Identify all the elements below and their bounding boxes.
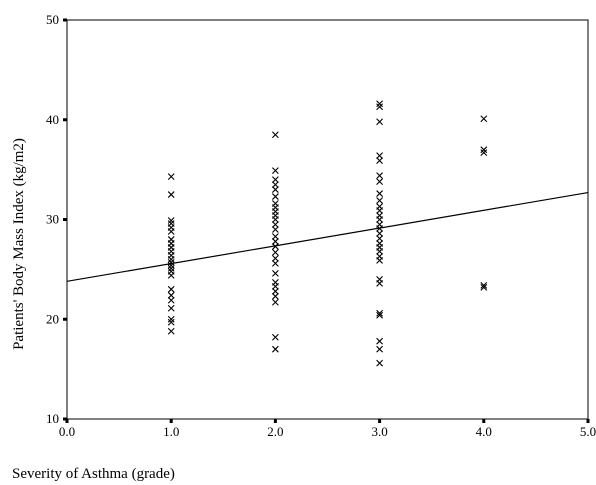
data-point: [272, 131, 279, 139]
regression-line: [66, 191, 589, 282]
data-point: [272, 221, 279, 228]
data-point: [376, 172, 383, 179]
data-point: [376, 235, 383, 242]
data-point: [167, 296, 175, 304]
data-point: [272, 193, 279, 200]
data-point: [272, 255, 279, 262]
x-tick-label: 0.0: [59, 424, 75, 439]
data-point: [376, 178, 383, 185]
data-point: [376, 100, 383, 108]
data-point: [376, 311, 383, 319]
data-point: [167, 304, 175, 312]
data-point: [167, 315, 175, 323]
data-point: [272, 226, 279, 233]
data-point: [272, 260, 279, 267]
data-point: [376, 190, 383, 197]
data-point: [376, 118, 383, 126]
data-point: [272, 287, 279, 295]
data-point: [376, 207, 383, 214]
y-tick-label: 10: [46, 411, 59, 426]
data-point: [376, 359, 383, 367]
y-axis-ticks: 10 20 30 40 50: [46, 12, 67, 426]
data-point: [272, 249, 279, 256]
data-point: [376, 197, 383, 204]
data-point: [272, 216, 279, 223]
data-point: [376, 279, 383, 287]
data-point: [480, 149, 488, 157]
data-point: [272, 333, 279, 341]
y-tick-label: 40: [46, 112, 59, 127]
data-point: [272, 292, 279, 300]
data-point: [167, 318, 175, 326]
data-point: [376, 337, 383, 345]
x-axis-title: Severity of Asthma (grade): [12, 466, 175, 482]
data-point: [167, 191, 175, 198]
data-point: [272, 233, 279, 240]
data-points: [167, 100, 488, 367]
data-point: [376, 257, 383, 264]
x-tick-label: 5.0: [580, 424, 596, 439]
y-tick-label: 20: [46, 311, 59, 326]
data-point: [272, 181, 279, 188]
data-point: [272, 345, 279, 353]
x-tick-label: 2.0: [267, 424, 283, 439]
data-point: [167, 228, 175, 235]
data-point: [272, 269, 279, 277]
data-point: [167, 291, 175, 299]
data-point: [272, 238, 279, 245]
x-tick-label: 3.0: [371, 424, 387, 439]
x-tick-label: 4.0: [476, 424, 492, 439]
data-point: [272, 282, 279, 290]
y-axis-title: Patients' Body Mass Index (kg/m2): [11, 138, 27, 350]
data-point: [480, 146, 488, 154]
data-point: [272, 176, 279, 183]
data-point: [167, 173, 175, 180]
data-point: [376, 103, 383, 111]
y-tick-label: 30: [46, 212, 59, 227]
data-point: [376, 216, 383, 223]
data-point: [272, 167, 279, 175]
data-point: [376, 230, 383, 237]
data-point: [376, 309, 383, 317]
data-point: [167, 271, 175, 279]
data-point: [480, 281, 488, 289]
data-point: [167, 327, 175, 335]
data-point: [376, 248, 383, 255]
plot-area-frame: [66, 19, 589, 420]
data-point: [272, 298, 279, 306]
data-point: [480, 115, 488, 123]
data-point: [376, 152, 383, 160]
x-axis-ticks: 0.0 1.0 2.0 3.0 4.0 5.0: [59, 419, 596, 439]
data-point: [272, 186, 279, 193]
data-point: [167, 217, 175, 224]
data-point: [167, 256, 175, 263]
data-point: [167, 285, 175, 293]
data-point: [167, 264, 175, 272]
x-tick-label: 1.0: [163, 424, 179, 439]
y-tick-label: 50: [46, 12, 59, 27]
data-point: [376, 345, 383, 353]
data-point: [376, 157, 383, 165]
data-point: [480, 283, 488, 291]
